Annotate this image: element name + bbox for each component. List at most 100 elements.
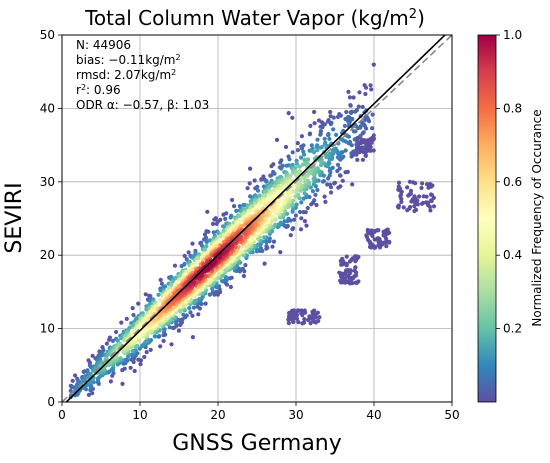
scatter-point bbox=[317, 315, 322, 320]
scatter-point bbox=[174, 275, 179, 280]
scatter-point bbox=[361, 145, 366, 150]
scatter-point bbox=[339, 275, 345, 280]
scatter-point bbox=[347, 271, 352, 276]
scatter-point bbox=[207, 292, 212, 297]
scatter-point bbox=[300, 313, 305, 318]
scatter-point bbox=[279, 166, 284, 171]
scatter-point bbox=[272, 171, 277, 176]
scatter-point bbox=[163, 284, 168, 289]
odr-fit-line bbox=[65, 35, 447, 402]
scatter-point bbox=[337, 270, 342, 275]
x-axis-ticks: 0 10 20 30 40 50 bbox=[58, 402, 460, 422]
scatter-point bbox=[347, 259, 353, 264]
scatter-point bbox=[352, 268, 357, 273]
scatter-point bbox=[147, 329, 152, 334]
scatter-point bbox=[305, 205, 310, 211]
scatter-point bbox=[372, 244, 377, 249]
colorbar-label: Normalized Frequency of Occurance bbox=[530, 109, 544, 326]
scatter-point bbox=[255, 188, 261, 193]
scatter-point bbox=[387, 239, 392, 244]
stat-rmsd: rmsd: 2.07kg/m2 bbox=[76, 68, 176, 83]
scatter-point bbox=[347, 277, 352, 282]
scatter-point bbox=[136, 301, 141, 306]
scatter-point bbox=[213, 216, 218, 221]
scatter-point bbox=[291, 226, 296, 231]
scatter-point bbox=[431, 204, 437, 209]
scatter-point bbox=[169, 342, 174, 347]
scatter-point bbox=[327, 173, 332, 178]
scatter-point bbox=[407, 206, 412, 211]
scatter-point bbox=[290, 115, 295, 120]
scatter-point bbox=[363, 117, 368, 122]
scatter-point bbox=[365, 229, 371, 234]
scatter-point bbox=[299, 216, 304, 221]
scatter-point bbox=[130, 306, 135, 311]
reference-lines bbox=[62, 35, 452, 402]
scatter-point bbox=[205, 209, 210, 214]
scatter-point bbox=[280, 181, 286, 186]
scatter-point bbox=[294, 188, 299, 193]
colorbar-tick-label: 0.2 bbox=[503, 322, 522, 336]
scatter-point bbox=[412, 200, 417, 205]
x-tick-label: 10 bbox=[132, 408, 147, 422]
scatter-point bbox=[364, 85, 369, 90]
scatter-point bbox=[181, 312, 186, 317]
scatter-point bbox=[196, 312, 201, 317]
scatter-point bbox=[424, 194, 429, 199]
scatter-point bbox=[210, 290, 215, 295]
scatter-point bbox=[190, 241, 195, 246]
scatter-point bbox=[191, 305, 196, 310]
scatter-point bbox=[310, 309, 315, 314]
scatter-point bbox=[276, 222, 281, 227]
colorbar: 0.2 0.4 0.6 0.8 1.0 Normalized Frequency of … bbox=[477, 28, 544, 403]
scatter-point bbox=[157, 334, 162, 339]
scatter-point bbox=[248, 166, 253, 171]
scatter-point bbox=[130, 323, 135, 328]
scatter-point bbox=[129, 357, 134, 362]
scatter-point bbox=[262, 235, 267, 240]
scatter-point bbox=[73, 373, 78, 378]
scatter-point bbox=[264, 179, 269, 184]
scatter-point bbox=[431, 195, 436, 200]
scatter-point bbox=[114, 329, 119, 335]
scatter-point bbox=[420, 200, 426, 206]
scatter-point bbox=[356, 279, 361, 284]
scatter-point bbox=[413, 207, 419, 212]
scatter-point bbox=[269, 173, 274, 178]
scatter-point bbox=[312, 198, 317, 203]
scatter-point bbox=[407, 179, 412, 184]
scatter-point bbox=[316, 118, 322, 123]
scatter-point bbox=[325, 182, 330, 187]
scatter-point bbox=[207, 238, 212, 243]
scatter-point bbox=[353, 109, 358, 114]
scatter-point bbox=[252, 178, 257, 183]
scatter-point bbox=[419, 185, 424, 191]
scatter-point bbox=[297, 164, 302, 169]
scatter-point bbox=[90, 391, 95, 396]
scatter-point bbox=[178, 273, 183, 278]
scatter-point bbox=[328, 166, 333, 171]
scatter-point bbox=[368, 83, 373, 88]
scatter-point bbox=[293, 194, 298, 199]
scatter-point bbox=[278, 250, 283, 255]
x-tick-label: 30 bbox=[288, 408, 303, 422]
scatter-point bbox=[301, 320, 306, 325]
scatter-point bbox=[321, 173, 326, 178]
scatter-point bbox=[302, 219, 307, 224]
scatter-point bbox=[233, 244, 238, 249]
scatter-point bbox=[338, 113, 343, 118]
scatter-point bbox=[356, 254, 361, 260]
scatter-point bbox=[202, 232, 208, 237]
scatter-point bbox=[269, 164, 274, 169]
scatter-point bbox=[167, 325, 172, 330]
stat-odr: ODR α: −0.57, β: 1.03 bbox=[76, 98, 209, 112]
scatter-point bbox=[302, 162, 308, 167]
scatter-point bbox=[430, 183, 435, 188]
scatter-point bbox=[240, 266, 245, 271]
scatter-point bbox=[120, 381, 125, 386]
scatter-point bbox=[378, 243, 383, 248]
scatter-points bbox=[68, 62, 437, 400]
scatter-point bbox=[298, 227, 304, 232]
scatter-point bbox=[328, 190, 334, 195]
scatter-point bbox=[339, 137, 344, 142]
